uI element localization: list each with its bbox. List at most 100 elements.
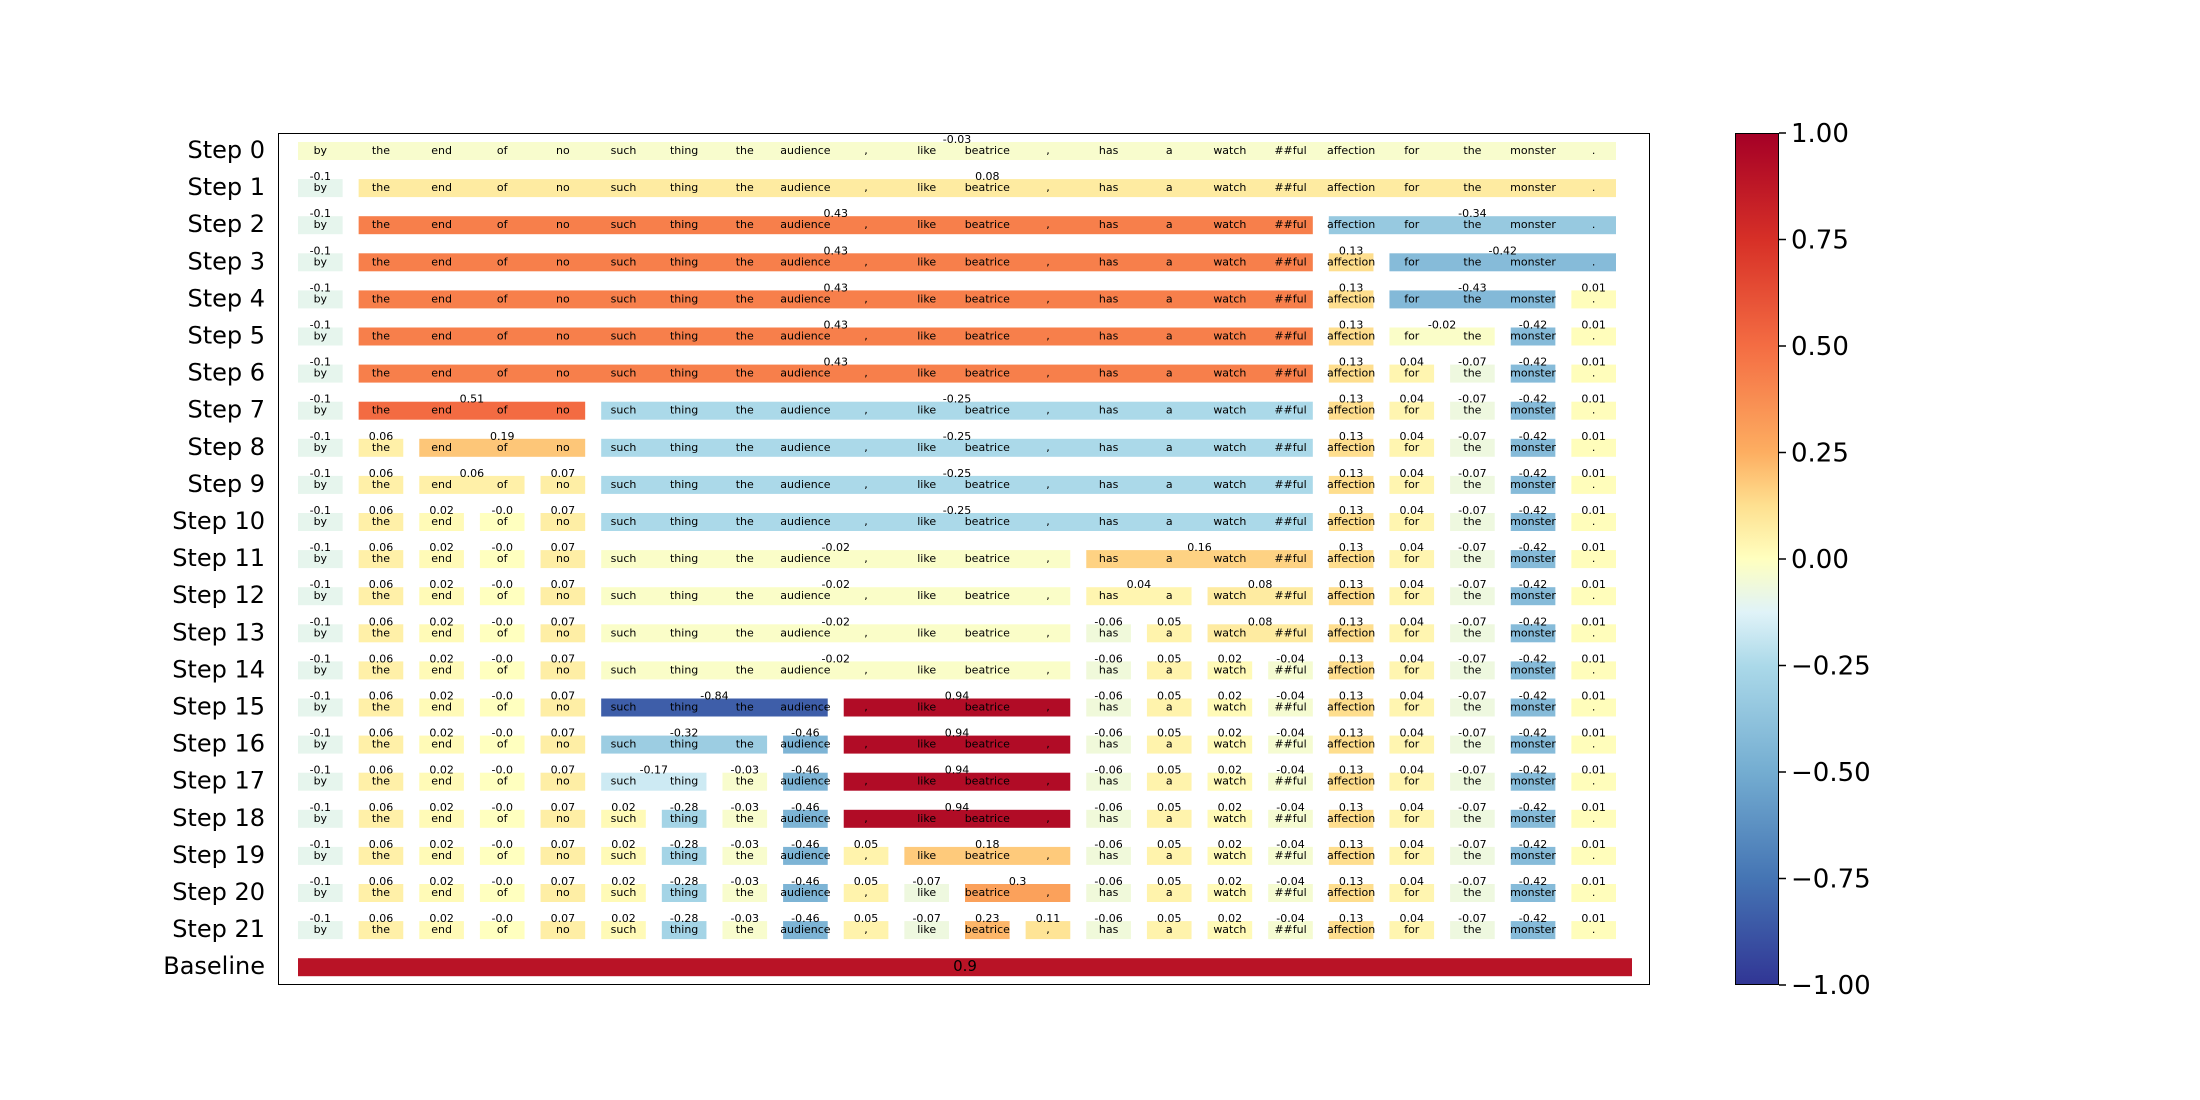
segment-value-label: 0.01 (1581, 764, 1606, 777)
segment-value-label: -0.42 (1519, 875, 1547, 888)
token-label: affection (1327, 812, 1375, 825)
segment-bar (1450, 624, 1495, 643)
segment-value-label: -0.07 (1458, 838, 1486, 851)
token-label: beatrice (965, 478, 1010, 491)
token-label: like (917, 255, 936, 268)
segment-value-label: 0.13 (1339, 244, 1364, 257)
token-label: end (431, 292, 452, 305)
token-label: for (1404, 775, 1420, 788)
segment-bar (1510, 438, 1556, 457)
token-label: end (431, 775, 452, 788)
segment-value-label: 0.13 (1339, 467, 1364, 480)
token-label: of (497, 886, 509, 899)
token-label: audience (780, 181, 831, 194)
segment-bar (1328, 735, 1374, 754)
segment-value-label: -0.42 (1519, 764, 1547, 777)
segment-value-label: 0.13 (1339, 652, 1364, 665)
segment-value-label: 0.07 (551, 764, 576, 777)
token-label: the (736, 181, 754, 194)
colorbar (1735, 133, 1779, 985)
segment-bar (1450, 438, 1495, 457)
segment-bar (1268, 772, 1313, 791)
token-label: for (1404, 738, 1420, 751)
token-label: for (1404, 218, 1420, 231)
token-label: of (497, 144, 509, 157)
token-label: no (556, 404, 570, 417)
segment-value-label: 0.06 (369, 430, 394, 443)
token-label: the (736, 292, 754, 305)
row-label: Step 1 (187, 173, 265, 201)
token-label: a (1166, 775, 1173, 788)
segment-value-label: 0.01 (1581, 838, 1606, 851)
row-label: Step 2 (187, 210, 265, 238)
token-label: monster (1510, 849, 1556, 862)
token-label: the (1463, 663, 1481, 676)
segment-bar (298, 846, 343, 865)
segment-value-label: -0.42 (1488, 244, 1516, 257)
segment-value-label: -0.1 (310, 504, 331, 517)
token-label: by (314, 330, 328, 343)
token-label: the (1463, 367, 1481, 380)
segment-value-label: -0.07 (912, 912, 940, 925)
segment-value-label: 0.05 (1157, 764, 1182, 777)
token-label: . (1592, 515, 1596, 528)
token-label: a (1166, 441, 1173, 454)
segment-bar (298, 179, 343, 198)
segment-bar (298, 884, 343, 902)
segment-value-label: 0.02 (429, 764, 454, 777)
token-label: has (1099, 478, 1119, 491)
segment-value-label: 0.94 (945, 764, 970, 777)
segment-bar (358, 401, 586, 420)
baseline-value-label: 0.9 (953, 957, 977, 975)
segment-bar (904, 846, 1071, 865)
row-label: Step 13 (172, 618, 265, 646)
segment-value-label: -0.32 (670, 727, 698, 740)
token-label: , (864, 255, 868, 268)
token-label: has (1099, 849, 1119, 862)
colorbar-tick-label: −1.00 (1791, 971, 1871, 1001)
segment-bar (1328, 698, 1374, 717)
segment-value-label: -0.1 (310, 281, 331, 294)
segment-bar (1328, 884, 1374, 902)
token-label: . (1592, 849, 1596, 862)
token-label: like (917, 218, 936, 231)
token-label: the (1463, 404, 1481, 417)
segment-value-label: 0.01 (1581, 690, 1606, 703)
token-label: has (1099, 144, 1119, 157)
segment-bar (843, 809, 1071, 828)
segment-bar (1328, 327, 1374, 346)
token-label: end (431, 626, 452, 639)
segment-value-label: -0.04 (1276, 801, 1304, 814)
token-label: monster (1510, 626, 1556, 639)
token-label: such (611, 775, 637, 788)
token-label: ##ful (1274, 923, 1306, 936)
token-label: the (1463, 552, 1481, 565)
token-label: thing (670, 330, 698, 343)
row-label: Step 16 (172, 730, 265, 758)
segment-bar (540, 661, 586, 680)
token-label: the (372, 367, 390, 380)
segment-value-label: -0.0 (491, 578, 512, 591)
segment-value-label: 0.13 (1339, 764, 1364, 777)
token-label: the (372, 478, 390, 491)
token-label: beatrice (965, 738, 1010, 751)
token-label: like (917, 775, 936, 788)
token-label: the (736, 478, 754, 491)
segment-bar (601, 587, 1071, 606)
token-label: no (556, 812, 570, 825)
segment-value-label: -0.42 (1519, 504, 1547, 517)
token-label: thing (670, 738, 698, 751)
segment-value-label: -0.1 (310, 801, 331, 814)
token-label: has (1099, 218, 1119, 231)
token-label: , (1046, 292, 1050, 305)
token-label: no (556, 701, 570, 714)
token-label: , (1046, 626, 1050, 639)
token-label: affection (1327, 589, 1375, 602)
token-label: , (864, 478, 868, 491)
token-label: monster (1510, 775, 1556, 788)
segment-bar (540, 624, 586, 643)
segment-bar (661, 884, 707, 902)
segment-bar (1328, 624, 1374, 643)
segment-bar (1268, 735, 1313, 754)
